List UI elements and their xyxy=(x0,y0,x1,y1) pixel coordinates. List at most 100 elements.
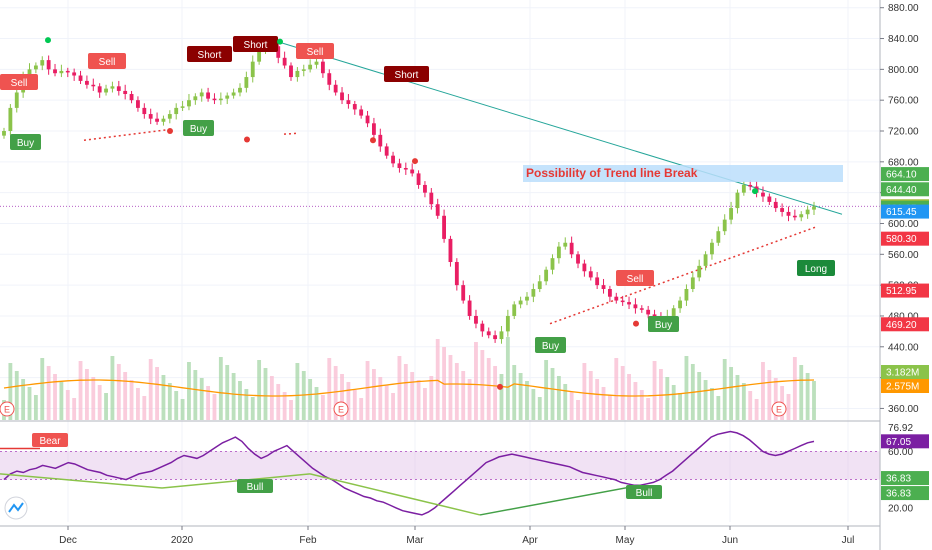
earnings-letter: E xyxy=(4,405,10,415)
volume-bar xyxy=(499,374,504,420)
volume-bar xyxy=(423,388,427,420)
candle-body xyxy=(550,258,555,270)
signal-label: Buy xyxy=(542,341,559,352)
volume-bar xyxy=(206,386,211,420)
candle-body xyxy=(684,288,689,301)
volume-bar xyxy=(493,366,498,420)
volume-bar xyxy=(21,379,26,420)
candle-body xyxy=(639,308,644,310)
price-tag-label: 469.20 xyxy=(886,320,917,331)
rsi-line xyxy=(3,430,815,516)
candle-body xyxy=(378,134,383,147)
rsi-value-tag: 36.83 xyxy=(881,486,929,501)
volume-bar xyxy=(14,371,19,420)
candle-body xyxy=(576,254,580,264)
volume-bar xyxy=(84,369,89,420)
candle-body xyxy=(187,100,191,107)
bull-div-2 xyxy=(161,473,311,489)
candle-body xyxy=(493,335,498,340)
price-tick-label: 440.00 xyxy=(888,342,919,353)
earnings-marker: E xyxy=(771,401,787,417)
earnings-marker: E xyxy=(333,401,349,417)
bull-div-3 xyxy=(309,473,481,516)
volume-bar xyxy=(193,370,198,420)
volume-bar xyxy=(199,378,204,420)
candle-body xyxy=(423,184,427,193)
signal-box xyxy=(616,270,654,286)
price-tag-label: 664.10 xyxy=(886,170,917,181)
volume-bar xyxy=(569,392,574,420)
candle-body xyxy=(84,80,89,85)
signal-box xyxy=(187,46,232,62)
candle-body xyxy=(805,209,810,215)
volume-bar xyxy=(671,385,676,420)
volume-bar xyxy=(167,383,172,420)
volume-bar xyxy=(467,379,472,420)
volume-bar xyxy=(454,363,459,420)
volume-bar xyxy=(269,376,274,420)
price-tag-label: 512.95 xyxy=(886,286,917,297)
candle-body xyxy=(136,100,140,108)
volume-bar xyxy=(110,356,115,420)
candle-body xyxy=(537,281,542,289)
rsi-divergence-tag: Bear xyxy=(32,433,68,447)
signal-box xyxy=(648,316,679,332)
volume-bar xyxy=(155,367,159,420)
volume-bar xyxy=(384,385,389,420)
candle-body xyxy=(225,95,230,99)
rsi-band xyxy=(0,451,880,480)
signal-long: Long xyxy=(797,260,835,276)
volume-bar xyxy=(595,379,600,420)
volume-bar xyxy=(78,361,83,420)
signal-box xyxy=(535,337,566,353)
volume-bar xyxy=(627,374,631,420)
trend-break-text: Possibility of Trend line Break xyxy=(526,166,698,180)
volume-bar xyxy=(148,359,153,420)
candle-body xyxy=(652,314,657,318)
candle-body xyxy=(799,214,804,218)
volume-bar xyxy=(633,382,638,420)
rsi-value-tag: 36.83 xyxy=(881,471,929,486)
volume-bar xyxy=(97,385,102,420)
volume-bar xyxy=(729,367,734,420)
volume-bar xyxy=(231,373,236,420)
candle-body xyxy=(250,61,255,78)
volume-bar xyxy=(314,387,319,420)
rsi-value-label: 36.83 xyxy=(886,489,911,500)
candle-body xyxy=(282,57,287,66)
candle-body xyxy=(531,288,536,297)
candle-body xyxy=(97,86,102,93)
candle-body xyxy=(729,208,734,220)
price-tag: 644.40 xyxy=(881,182,929,197)
candle-body xyxy=(403,168,408,170)
signal-box xyxy=(233,36,278,52)
candle-body xyxy=(110,86,115,89)
candle-body xyxy=(741,184,746,193)
volume-bar xyxy=(646,398,651,420)
price-tag-box xyxy=(881,317,929,332)
price-tick-label: 720.00 xyxy=(888,127,919,138)
volume-bar xyxy=(722,359,727,420)
price-tick-label: 800.00 xyxy=(888,65,919,76)
volume-bar xyxy=(563,384,568,420)
price-tick-label: 760.00 xyxy=(888,96,919,107)
volume-bar xyxy=(429,376,434,420)
volume-bar xyxy=(250,397,255,420)
price-tag-box xyxy=(881,167,929,182)
volume-bar xyxy=(352,390,357,420)
signal-sell: Sell xyxy=(0,74,38,90)
signal-box xyxy=(10,134,41,150)
candle-body xyxy=(340,92,344,101)
rsi-value-label: 67.05 xyxy=(886,437,911,448)
candle-body xyxy=(123,90,128,95)
tradingview-logo xyxy=(4,496,28,520)
candle-body xyxy=(46,60,51,70)
volume-bar xyxy=(65,390,70,420)
volume-bar xyxy=(225,365,230,420)
volume-bar xyxy=(703,380,708,420)
signal-dot xyxy=(633,320,639,327)
rsi-tag-label: Bear xyxy=(39,436,61,447)
rsi-tag-label: Bull xyxy=(247,482,264,493)
grid xyxy=(0,0,880,522)
candle-body xyxy=(429,192,434,205)
